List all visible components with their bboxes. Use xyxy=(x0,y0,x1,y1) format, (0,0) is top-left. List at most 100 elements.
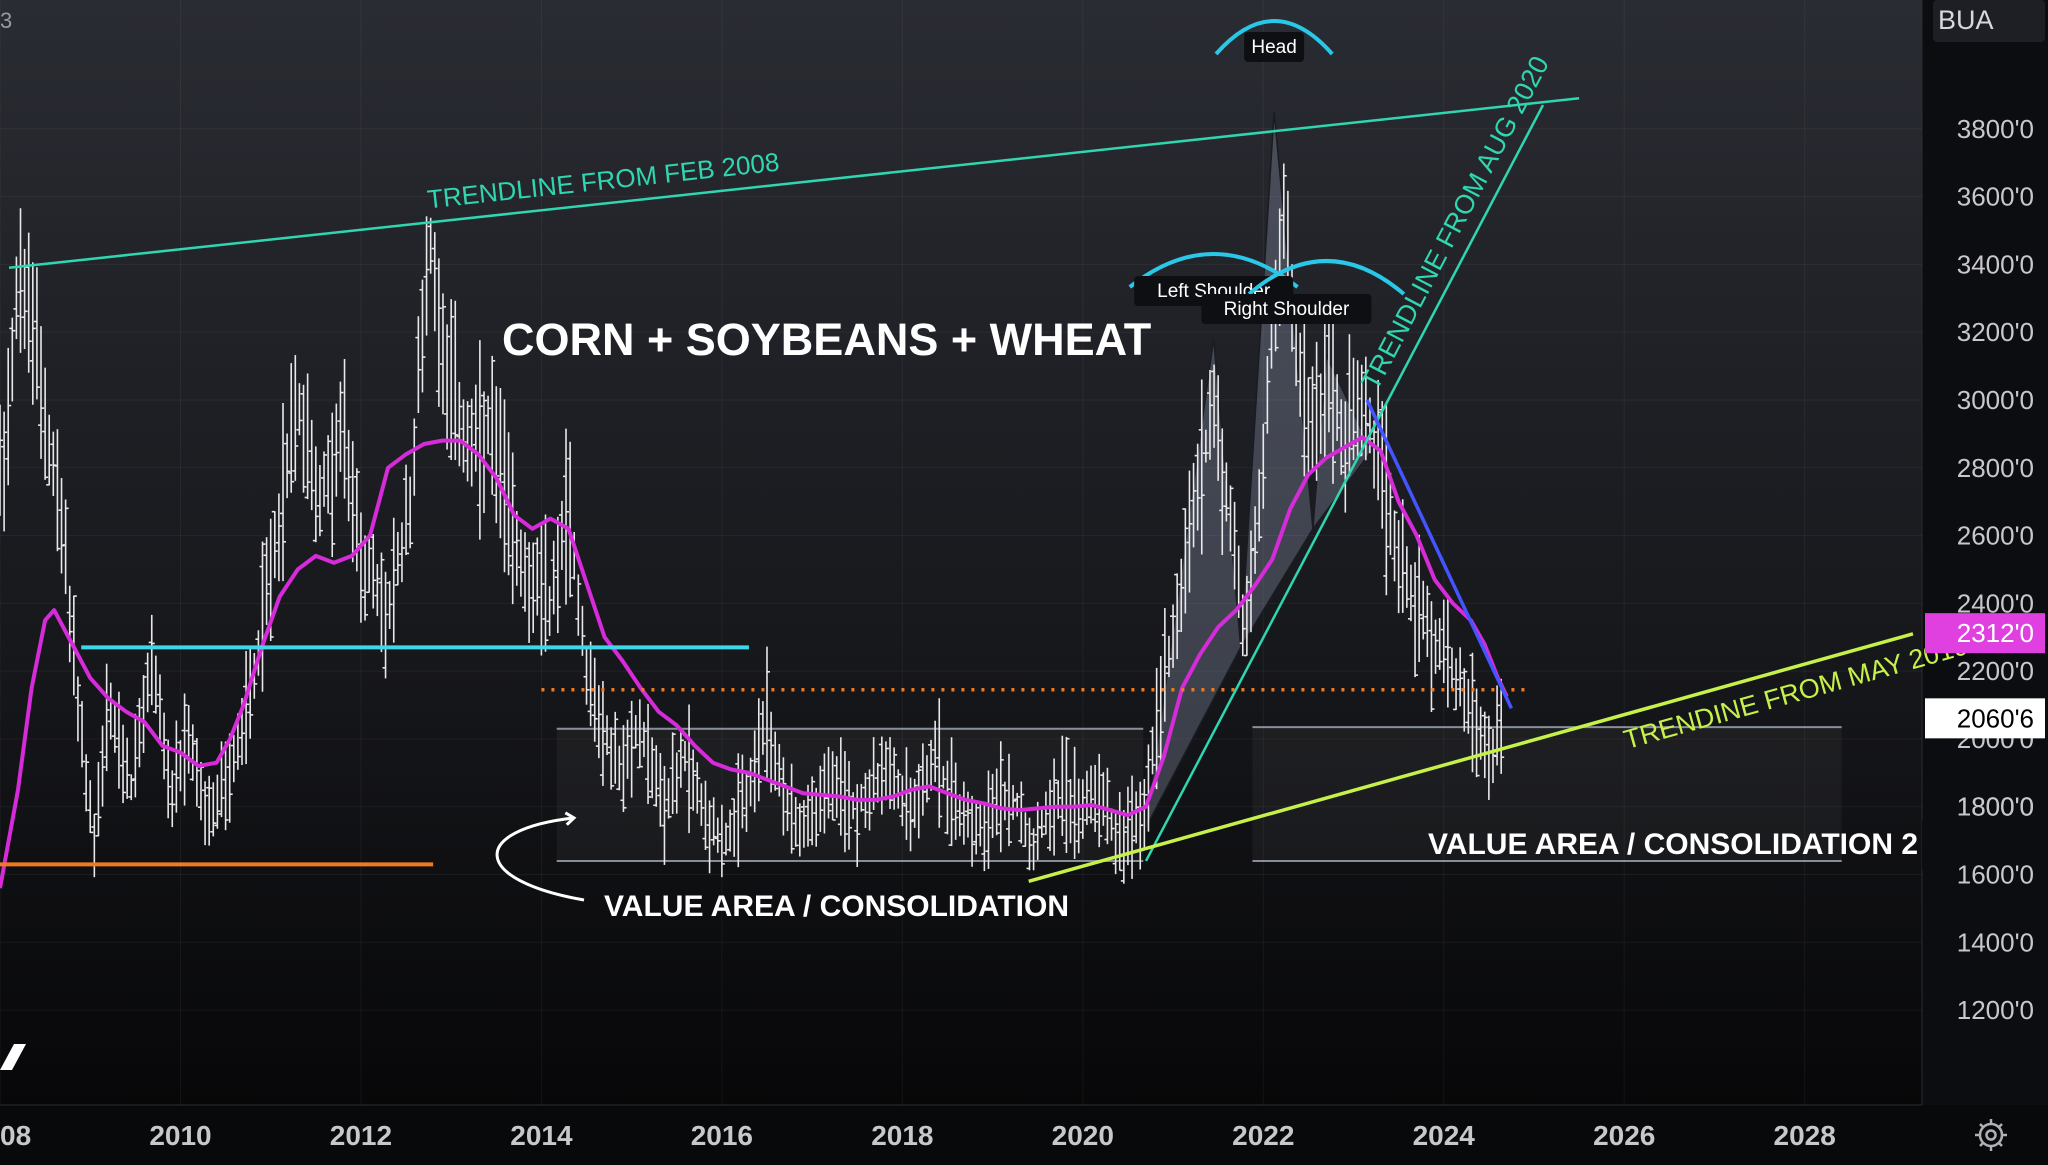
ohlc-bar xyxy=(1145,744,1152,832)
ohlc-bar xyxy=(755,698,762,802)
ohlc-bar xyxy=(386,580,393,629)
ohlc-bar xyxy=(1014,792,1021,817)
ohlc-bar xyxy=(1334,374,1341,441)
ohlc-bar xyxy=(1096,753,1103,848)
ohlc-bar xyxy=(329,412,336,558)
ohlc-bar xyxy=(522,532,529,612)
value-area-zones xyxy=(556,726,1842,862)
ohlc-bar xyxy=(132,713,139,798)
ohlc-bar xyxy=(911,778,918,828)
ohlc-bar xyxy=(468,398,475,487)
ohlc-bar xyxy=(1202,429,1209,463)
ohlc-bar xyxy=(1338,399,1345,475)
ohlc-bar xyxy=(193,738,200,807)
ohlc-bar xyxy=(546,586,553,636)
x-tick-label: 2014 xyxy=(510,1120,573,1151)
ohlc-bar xyxy=(1428,601,1435,712)
ohlc-bar xyxy=(960,781,967,845)
ohlc-bar xyxy=(882,741,889,801)
ohlc-bar xyxy=(124,737,131,799)
y-tick-label: 1200'0 xyxy=(1957,995,2034,1025)
y-tick-label: 3400'0 xyxy=(1957,249,2034,279)
ohlc-bar xyxy=(185,704,192,774)
x-tick-label: 2018 xyxy=(871,1120,933,1151)
ohlc-bar xyxy=(456,381,463,467)
ohlc-bar xyxy=(624,719,631,779)
label-box xyxy=(1244,32,1305,62)
ohlc-bar xyxy=(1190,462,1197,548)
ohlc-bar xyxy=(517,529,524,597)
ohlc-bar xyxy=(345,429,352,522)
ohlc-bar xyxy=(472,384,479,472)
ohlc-bar xyxy=(1395,520,1402,614)
ohlc-bar xyxy=(1182,508,1189,614)
ohlc-bar xyxy=(509,452,516,605)
ohlc-bar xyxy=(1342,401,1349,513)
ohlc-bar xyxy=(362,535,369,621)
ohlc-bar xyxy=(1149,726,1156,775)
ohlc-bar xyxy=(1280,163,1287,259)
settings-gear-icon[interactable] xyxy=(1975,1119,2007,1151)
ohlc-bar xyxy=(1448,647,1455,689)
chart-title: CORN + SOYBEANS + WHEAT xyxy=(502,314,1151,365)
ohlc-bar xyxy=(1264,356,1271,434)
y-tick-label: 3000'0 xyxy=(1957,385,2034,415)
ohlc-bar xyxy=(1469,652,1476,773)
ohlc-bar xyxy=(1260,423,1267,509)
ohlc-bar xyxy=(833,756,840,818)
ohlc-bar xyxy=(792,797,799,847)
x-tick-label: 2024 xyxy=(1413,1120,1476,1151)
symbol-box[interactable]: BUA xyxy=(1933,0,2045,42)
price-badge: 2312'0 xyxy=(1925,613,2045,654)
ohlc-bar xyxy=(780,757,787,836)
y-tick-label: 1800'0 xyxy=(1957,792,2034,822)
symbol-label: BUA xyxy=(1938,5,1994,35)
ohlc-bar xyxy=(640,721,647,758)
y-tick-label: 3800'0 xyxy=(1957,114,2034,144)
ohlc-bar xyxy=(403,464,410,556)
ohlc-bar xyxy=(378,552,385,653)
ohlc-bar xyxy=(608,727,615,790)
ohlc-bar xyxy=(1178,558,1185,632)
ohlc-bar xyxy=(1227,485,1234,552)
ohlc-bar xyxy=(140,674,147,754)
ohlc-bar xyxy=(152,655,159,714)
ohlc-bar xyxy=(932,720,939,783)
ohlc-bar xyxy=(1161,608,1168,722)
ohlc-bar xyxy=(288,363,295,493)
ohlc-bar xyxy=(247,647,254,739)
ohlc-bar xyxy=(1198,379,1205,555)
ohlc-bar xyxy=(103,663,110,772)
ohlc-bar xyxy=(669,732,676,815)
value-area-1-label: VALUE AREA / CONSOLIDATION xyxy=(604,890,1069,923)
ohlc-bar xyxy=(595,685,602,759)
ohlc-bar xyxy=(173,720,180,813)
ohlc-bar xyxy=(1219,428,1226,556)
ohlc-bar xyxy=(1018,781,1025,844)
ohlc-bar xyxy=(374,563,381,617)
ohlc-bar xyxy=(87,780,94,834)
x-tick-label: 2026 xyxy=(1593,1120,1655,1151)
value-area-box xyxy=(1252,727,1842,861)
ohlc-bar xyxy=(312,446,319,543)
ohlc-bar xyxy=(1391,510,1398,582)
ohlc-bar xyxy=(1083,770,1090,825)
ohlc-bar xyxy=(722,822,729,856)
ohlc-bar xyxy=(136,698,143,768)
ohlc-bar xyxy=(690,749,697,811)
ohlc-bar xyxy=(542,514,549,652)
price-bars xyxy=(0,163,1505,884)
ohlc-bar xyxy=(550,540,557,615)
ohlc-bar xyxy=(829,751,836,821)
ohlc-bar xyxy=(66,585,73,663)
ohlc-bar xyxy=(1047,779,1054,852)
ohlc-bar xyxy=(1186,470,1193,593)
price-panel-cover xyxy=(1922,820,2048,870)
ohlc-bar xyxy=(165,739,172,819)
ohlc-bar xyxy=(825,746,832,819)
ohlc-bar xyxy=(1108,808,1115,841)
ohlc-bar xyxy=(99,725,106,807)
ohlc-bar xyxy=(1206,369,1213,460)
ohlc-bar xyxy=(452,300,459,460)
